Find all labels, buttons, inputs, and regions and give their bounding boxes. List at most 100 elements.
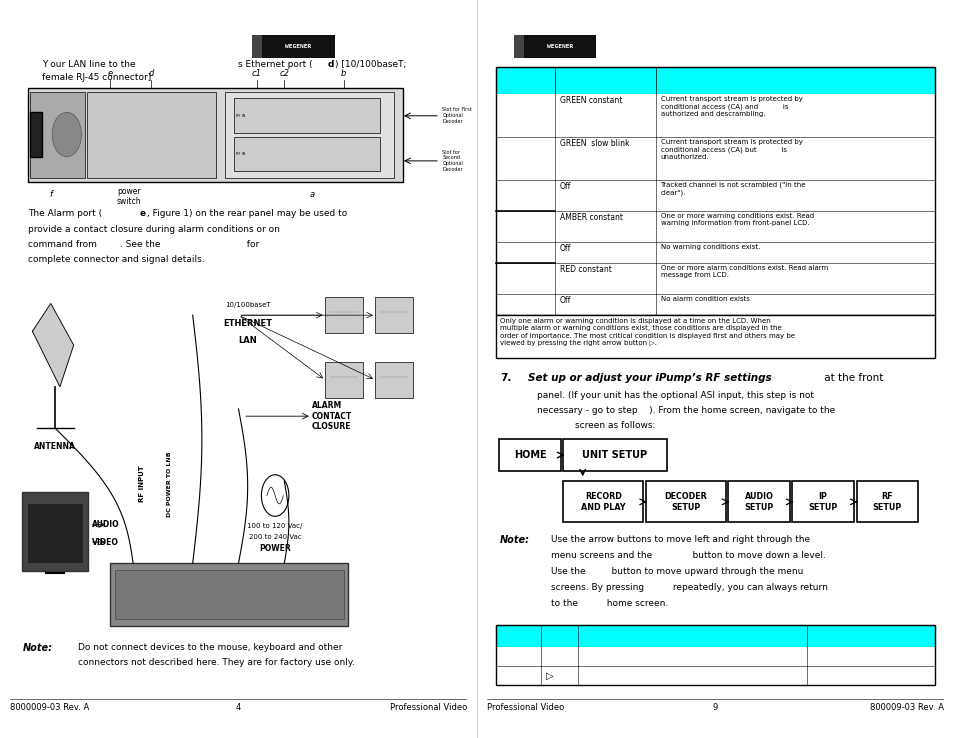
FancyBboxPatch shape <box>856 481 917 523</box>
FancyBboxPatch shape <box>496 179 934 211</box>
FancyBboxPatch shape <box>233 98 380 133</box>
FancyBboxPatch shape <box>514 35 524 58</box>
FancyBboxPatch shape <box>514 35 596 58</box>
Text: One or more warning conditions exist. Read
warning information from front-panel : One or more warning conditions exist. Re… <box>659 213 813 227</box>
FancyBboxPatch shape <box>496 137 934 179</box>
Text: Set up or adjust your iPump’s RF settings: Set up or adjust your iPump’s RF setting… <box>527 373 771 383</box>
FancyBboxPatch shape <box>28 88 403 182</box>
Text: WEGENER: WEGENER <box>546 44 573 49</box>
Text: d: d <box>328 61 334 69</box>
Text: screens. By pressing          repeatedly, you can always return: screens. By pressing repeatedly, you can… <box>550 583 826 592</box>
Text: ) [10/100baseT;: ) [10/100baseT; <box>335 61 406 69</box>
FancyBboxPatch shape <box>496 67 934 94</box>
FancyBboxPatch shape <box>498 439 560 471</box>
FancyBboxPatch shape <box>88 92 215 178</box>
Text: 9: 9 <box>712 703 718 712</box>
Text: Note:: Note: <box>499 535 530 545</box>
Text: Current transport stream is protected by
conditional access (CA) and           i: Current transport stream is protected by… <box>659 96 801 117</box>
Text: Off: Off <box>559 296 571 305</box>
Text: RF IN: RF IN <box>236 114 245 118</box>
FancyBboxPatch shape <box>645 481 725 523</box>
Text: 7.: 7. <box>499 373 511 383</box>
Text: RF
SETUP: RF SETUP <box>872 492 901 511</box>
FancyBboxPatch shape <box>496 294 934 315</box>
Text: screen as follows:: screen as follows: <box>574 421 655 430</box>
Text: e: e <box>108 69 112 77</box>
Text: to the          home screen.: to the home screen. <box>550 599 667 607</box>
Text: AUDIO
SETUP: AUDIO SETUP <box>743 492 773 511</box>
Text: CONTACT: CONTACT <box>312 412 352 421</box>
Text: ANTENNA: ANTENNA <box>34 442 76 451</box>
Text: VIDEO: VIDEO <box>91 537 119 547</box>
Text: Y our LAN line to the: Y our LAN line to the <box>42 61 135 69</box>
Text: CLOSURE: CLOSURE <box>312 422 351 431</box>
Text: RF INPUT: RF INPUT <box>139 466 145 503</box>
Text: No alarm condition exists: No alarm condition exists <box>659 296 749 302</box>
Text: GREEN  slow blink: GREEN slow blink <box>559 139 629 148</box>
Text: Professional Video: Professional Video <box>390 703 467 712</box>
Text: c2: c2 <box>279 69 289 77</box>
FancyBboxPatch shape <box>30 92 85 178</box>
Text: Use the         button to move upward through the menu: Use the button to move upward through th… <box>550 567 802 576</box>
FancyBboxPatch shape <box>496 242 934 263</box>
FancyBboxPatch shape <box>28 504 83 563</box>
Text: POWER: POWER <box>259 544 291 553</box>
Text: ALARM: ALARM <box>312 401 342 410</box>
FancyBboxPatch shape <box>727 481 789 523</box>
Text: female RJ-45 connector]: female RJ-45 connector] <box>42 73 151 82</box>
Text: complete connector and signal details.: complete connector and signal details. <box>28 255 204 264</box>
Text: WEGENER: WEGENER <box>285 44 311 49</box>
Text: at the front: at the front <box>820 373 882 383</box>
FancyBboxPatch shape <box>496 647 934 666</box>
FancyBboxPatch shape <box>792 481 853 523</box>
Text: One or more alarm conditions exist. Read alarm
message from LCD.: One or more alarm conditions exist. Read… <box>659 265 827 278</box>
Text: power: power <box>116 187 140 196</box>
FancyBboxPatch shape <box>114 570 343 618</box>
FancyBboxPatch shape <box>496 211 934 242</box>
Text: RED constant: RED constant <box>559 265 611 274</box>
Text: Professional Video: Professional Video <box>486 703 563 712</box>
Text: e: e <box>140 210 146 218</box>
Polygon shape <box>32 303 73 387</box>
Text: ETHERNET: ETHERNET <box>223 319 272 328</box>
Text: Only one alarm or warning condition is displayed at a time on the LCD. When
mult: Only one alarm or warning condition is d… <box>499 317 795 346</box>
FancyBboxPatch shape <box>496 94 934 137</box>
Text: provide a contact closure during alarm conditions or on: provide a contact closure during alarm c… <box>28 224 279 234</box>
Text: necessary - go to step    ). From the home screen, navigate to the: necessary - go to step ). From the home … <box>537 406 834 415</box>
Text: Use the arrow buttons to move left and right through the: Use the arrow buttons to move left and r… <box>550 535 809 544</box>
FancyBboxPatch shape <box>562 439 666 471</box>
Text: Slot for First
Optional
Decoder: Slot for First Optional Decoder <box>442 108 472 124</box>
FancyBboxPatch shape <box>252 35 335 58</box>
Text: 100 to 120 Vac/: 100 to 120 Vac/ <box>247 523 302 529</box>
Text: RECORD
AND PLAY: RECORD AND PLAY <box>580 492 625 511</box>
FancyBboxPatch shape <box>10 272 467 632</box>
Text: 10/100baseT: 10/100baseT <box>225 303 271 308</box>
Text: UNIT SETUP: UNIT SETUP <box>581 450 647 460</box>
Text: Off: Off <box>559 244 571 253</box>
Text: HOME: HOME <box>514 450 546 460</box>
Text: 4: 4 <box>235 703 241 712</box>
Text: DECODER
SETUP: DECODER SETUP <box>663 492 706 511</box>
Text: AUDIO: AUDIO <box>91 520 119 529</box>
FancyBboxPatch shape <box>375 297 413 333</box>
Text: 200 to 240 Vac: 200 to 240 Vac <box>249 534 301 539</box>
Text: Off: Off <box>559 182 571 190</box>
FancyBboxPatch shape <box>233 137 380 171</box>
Text: Do not connect devices to the mouse, keyboard and other: Do not connect devices to the mouse, key… <box>78 643 342 652</box>
Text: Note:: Note: <box>23 643 53 653</box>
Text: s Ethernet port (: s Ethernet port ( <box>238 61 313 69</box>
Text: ▷: ▷ <box>545 670 553 680</box>
FancyBboxPatch shape <box>496 625 934 647</box>
Text: DC POWER TO LNB: DC POWER TO LNB <box>167 451 172 517</box>
Text: GREEN constant: GREEN constant <box>559 96 621 105</box>
Text: 800009-03 Rev. A: 800009-03 Rev. A <box>869 703 943 712</box>
Text: panel. (If your unit has the optional ASI input, this step is not: panel. (If your unit has the optional AS… <box>537 390 813 399</box>
Text: No warning conditions exist.: No warning conditions exist. <box>659 244 760 250</box>
Text: a: a <box>309 190 314 199</box>
Text: Slot for
Second
Optional
Decoder: Slot for Second Optional Decoder <box>442 150 462 172</box>
Text: switch: switch <box>116 197 141 206</box>
Text: connectors not described here. They are for factory use only.: connectors not described here. They are … <box>78 658 355 667</box>
Text: AMBER constant: AMBER constant <box>559 213 622 222</box>
Text: , Figure 1) on the rear panel may be used to: , Figure 1) on the rear panel may be use… <box>147 210 347 218</box>
FancyBboxPatch shape <box>496 315 934 358</box>
